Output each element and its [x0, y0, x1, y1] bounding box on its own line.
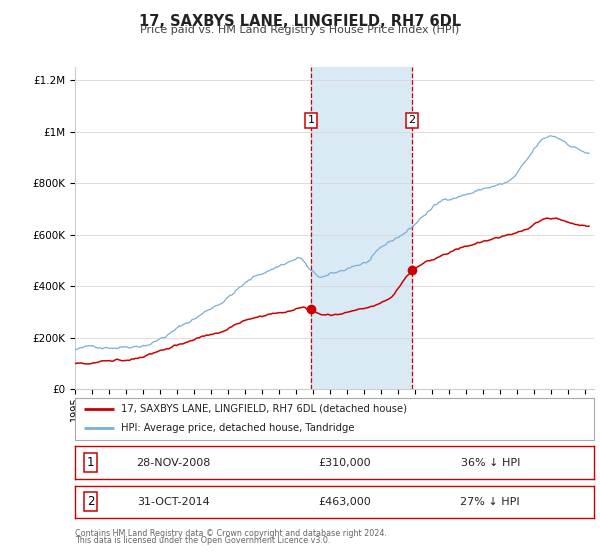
Text: 28-NOV-2008: 28-NOV-2008: [136, 458, 211, 468]
Text: This data is licensed under the Open Government Licence v3.0.: This data is licensed under the Open Gov…: [75, 536, 331, 545]
Text: 2: 2: [87, 495, 94, 508]
Text: 2: 2: [408, 115, 415, 125]
Text: 17, SAXBYS LANE, LINGFIELD, RH7 6DL: 17, SAXBYS LANE, LINGFIELD, RH7 6DL: [139, 14, 461, 29]
Text: 31-OCT-2014: 31-OCT-2014: [137, 497, 210, 507]
Text: HPI: Average price, detached house, Tandridge: HPI: Average price, detached house, Tand…: [121, 423, 354, 433]
Text: 27% ↓ HPI: 27% ↓ HPI: [460, 497, 520, 507]
Text: £310,000: £310,000: [319, 458, 371, 468]
Text: Contains HM Land Registry data © Crown copyright and database right 2024.: Contains HM Land Registry data © Crown c…: [75, 529, 387, 538]
Text: £463,000: £463,000: [319, 497, 371, 507]
Text: 1: 1: [308, 115, 314, 125]
Text: Price paid vs. HM Land Registry’s House Price Index (HPI): Price paid vs. HM Land Registry’s House …: [140, 25, 460, 35]
Text: 17, SAXBYS LANE, LINGFIELD, RH7 6DL (detached house): 17, SAXBYS LANE, LINGFIELD, RH7 6DL (det…: [121, 404, 407, 414]
Bar: [311, 67, 412, 389]
Text: 1: 1: [87, 456, 94, 469]
Text: 36% ↓ HPI: 36% ↓ HPI: [461, 458, 520, 468]
